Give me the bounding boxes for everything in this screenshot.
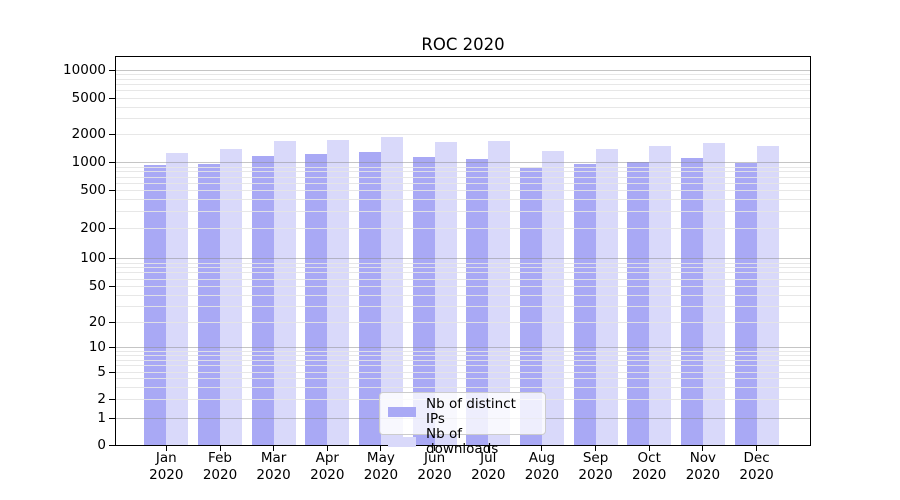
y-tick-1 [109,417,115,419]
y-tick-label-50: 50 [88,277,106,294]
y-tick-label-20: 20 [88,314,106,331]
x-tick-mar [273,446,275,451]
x-tick-jun [434,446,436,451]
legend-label-downloads: Nb of downloads [426,426,499,457]
y-tick-label-1: 1 [97,409,106,426]
x-tick-apr [326,446,328,451]
y-tick-label-1000: 1000 [71,154,106,171]
y-tick-100 [109,258,115,260]
x-tick-label-aug: Aug 2020 [524,450,560,483]
y-tick-10 [109,346,115,348]
legend-swatch-downloads [388,437,416,447]
x-tick-jan [165,446,167,451]
y-tick-label-10: 10 [88,338,106,355]
x-tick-label-mar: Mar 2020 [256,450,291,483]
x-tick-label-apr: Apr 2020 [310,450,345,483]
y-tick-label-500: 500 [80,182,106,198]
x-tick-nov [702,446,704,451]
x-tick-label-feb: Feb 2020 [202,450,238,483]
x-tick-oct [648,446,650,451]
x-tick-label-nov: Nov 2020 [685,450,721,483]
x-tick-label-jul: Jul 2020 [471,450,506,483]
x-tick-aug [541,446,543,451]
y-tick-label-5000: 5000 [71,89,106,106]
x-tick-label-jan: Jan 2020 [149,450,184,483]
y-tick-10000 [109,70,115,71]
x-tick-label-sep: Sep 2020 [578,450,613,483]
y-tick-500 [109,190,115,191]
y-tick-label-0: 0 [97,437,106,453]
legend-label-distinct-ips: Nb of distinct IPs [426,396,516,427]
legend-swatch-distinct-ips [388,407,416,417]
legend: Nb of distinct IPs Nb of downloads [379,392,546,457]
y-tick-1000 [109,162,115,164]
y-tick-label-10000: 10000 [63,62,106,78]
y-tick-20 [109,322,115,324]
y-tick-0 [109,445,115,446]
x-tick-sep [595,446,597,451]
y-tick-label-5: 5 [97,363,106,380]
x-tick-label-oct: Oct 2020 [632,450,667,483]
y-tick-label-2: 2 [97,391,106,407]
y-tick-2000 [109,134,115,135]
y-tick-label-100: 100 [80,250,106,267]
y-tick-5000 [109,97,115,99]
y-tick-200 [109,228,115,230]
legend-item-downloads: Nb of downloads [388,427,537,457]
y-tick-50 [109,285,115,287]
chart-title: ROC 2020 [421,35,505,54]
x-tick-jul [487,446,489,451]
plot-area [115,56,811,446]
x-tick-dec [756,446,758,451]
y-tick-5 [109,371,115,373]
y-tick-label-2000: 2000 [71,126,106,142]
x-tick-label-may: May 2020 [363,450,399,483]
y-tick-2 [109,399,115,400]
legend-item-distinct-ips: Nb of distinct IPs [388,397,537,427]
x-tick-may [380,446,382,451]
x-tick-feb [219,446,221,451]
x-tick-label-jun: Jun 2020 [417,450,452,483]
y-tick-label-200: 200 [80,220,106,237]
x-tick-label-dec: Dec 2020 [739,450,774,483]
